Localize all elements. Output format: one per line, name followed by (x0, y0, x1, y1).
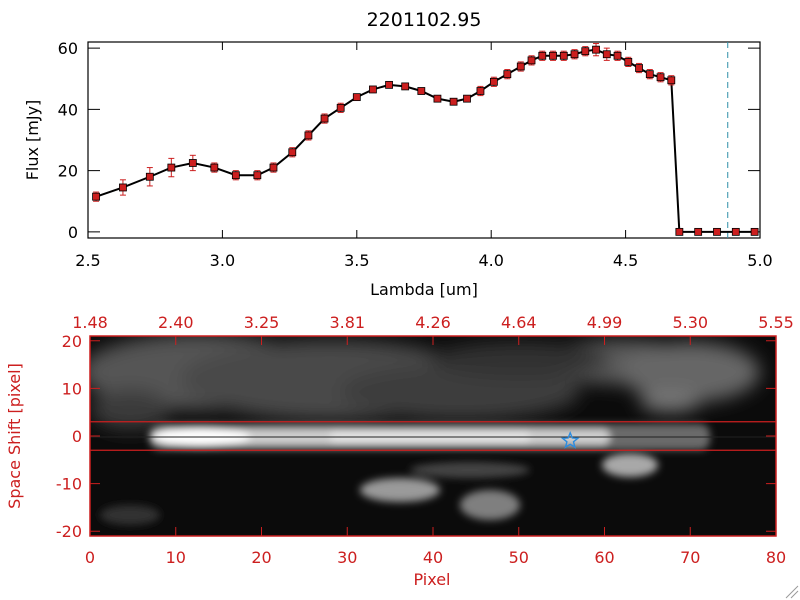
data-point (401, 82, 410, 91)
data-point (581, 47, 590, 56)
y-tick-label: 40 (58, 100, 78, 119)
pixel-x-ticks: 0 10 20 30 40 50 60 70 80 (85, 527, 786, 567)
data-point (713, 227, 721, 236)
y-tick-label: 20 (62, 332, 82, 351)
top-tick-label: 4.26 (415, 313, 451, 332)
x-tick-label: 20 (251, 548, 271, 567)
star-icon (560, 430, 580, 449)
data-point (570, 50, 579, 59)
chart-title: 2201102.95 (367, 9, 482, 31)
x-tick-label: 30 (337, 548, 357, 567)
data-point (527, 56, 536, 65)
top-tick-label: 3.81 (329, 313, 365, 332)
data-point (433, 94, 442, 103)
spectrum-y-ticks: 0 20 40 60 (58, 39, 760, 242)
x-tick-label: 50 (509, 548, 529, 567)
data-point (385, 80, 393, 89)
top-tick-label: 5.55 (758, 313, 794, 332)
x-tick-label: 5.0 (747, 251, 772, 270)
data-point (269, 163, 278, 172)
spectrum-plot-frame (87, 41, 761, 239)
data-point (210, 163, 219, 172)
x-tick-label: 2.5 (75, 251, 100, 270)
x-tick-label: 10 (166, 548, 186, 567)
data-point (231, 171, 240, 180)
data-point (538, 51, 547, 60)
data-point (449, 97, 458, 106)
data-point (304, 131, 313, 140)
y-tick-label: 0 (68, 223, 78, 242)
x-tick-label: 4.0 (478, 251, 503, 270)
data-point (559, 51, 568, 60)
y-tick-label: -20 (56, 522, 82, 541)
data-point (516, 62, 525, 71)
data-point (145, 172, 154, 181)
x-tick-label: 40 (423, 548, 443, 567)
data-point (667, 76, 676, 85)
data-point (119, 183, 127, 192)
flux-line (95, 48, 755, 233)
data-point (635, 64, 643, 72)
data-point (503, 70, 512, 79)
spectral-image-panel: 0 10 20 30 40 50 60 70 80 -20 -10 0 10 20 1.48 2.40 3.… (5, 313, 794, 589)
x-axis-label: Lambda [um] (370, 280, 478, 299)
data-point (253, 171, 262, 180)
data-point (320, 114, 329, 123)
data-point (476, 87, 485, 95)
wavelength-top-ticks: 1.48 2.40 3.25 3.81 4.26 4.64 4.99 5.30 5.55 (72, 313, 794, 345)
data-point (369, 85, 377, 94)
data-point (489, 77, 498, 86)
flux-series (92, 43, 759, 236)
top-tick-label: 2.40 (158, 313, 194, 332)
spectrum-panel: 2201102.95 2.5 3.0 3.5 4.0 4.5 5.0 0 20 40 60 La… (23, 9, 773, 299)
data-point (750, 227, 759, 236)
y-tick-label: 20 (58, 162, 78, 181)
x-tick-label: 0 (85, 548, 95, 567)
source-star-marker (560, 430, 580, 449)
data-point (731, 227, 740, 236)
top-tick-label: 5.30 (672, 313, 708, 332)
data-point (463, 94, 471, 103)
data-point (549, 51, 557, 60)
pixel-axis-label: Pixel (413, 570, 450, 589)
data-point (92, 192, 100, 201)
x-tick-label: 3.0 (210, 251, 235, 270)
data-point (417, 87, 426, 95)
data-point (352, 93, 361, 102)
data-point (624, 58, 633, 66)
x-tick-label: 4.5 (613, 251, 638, 270)
data-point (656, 73, 665, 82)
x-tick-label: 3.5 (344, 251, 369, 270)
y-axis-label: Flux [mJy] (23, 100, 42, 181)
top-tick-label: 4.99 (587, 313, 623, 332)
data-point (592, 45, 600, 54)
y-tick-label: 0 (72, 427, 82, 446)
top-tick-label: 1.48 (72, 313, 108, 332)
space-shift-y-ticks: -20 -10 0 10 20 (56, 332, 776, 541)
data-point (645, 70, 654, 79)
spectral-image (90, 336, 776, 536)
data-point (188, 159, 197, 167)
space-shift-axis-label: Space Shift [pixel] (5, 363, 24, 509)
data-point (613, 51, 622, 60)
y-tick-label: 60 (58, 39, 78, 58)
data-point (167, 163, 176, 172)
data-point (602, 50, 611, 59)
spectrum-x-ticks: 2.5 3.0 3.5 4.0 4.5 5.0 (75, 42, 773, 270)
y-tick-label: 10 (62, 379, 82, 398)
data-point (288, 148, 297, 157)
data-point (336, 103, 345, 112)
resize-grip[interactable] (785, 585, 799, 599)
top-tick-label: 3.25 (244, 313, 280, 332)
extraction-aperture (90, 421, 776, 451)
data-point (675, 227, 684, 236)
top-tick-label: 4.64 (501, 313, 537, 332)
data-point (694, 227, 703, 236)
x-tick-label: 80 (766, 548, 786, 567)
x-tick-label: 70 (680, 548, 700, 567)
x-tick-label: 60 (594, 548, 614, 567)
y-tick-label: -10 (56, 475, 82, 494)
